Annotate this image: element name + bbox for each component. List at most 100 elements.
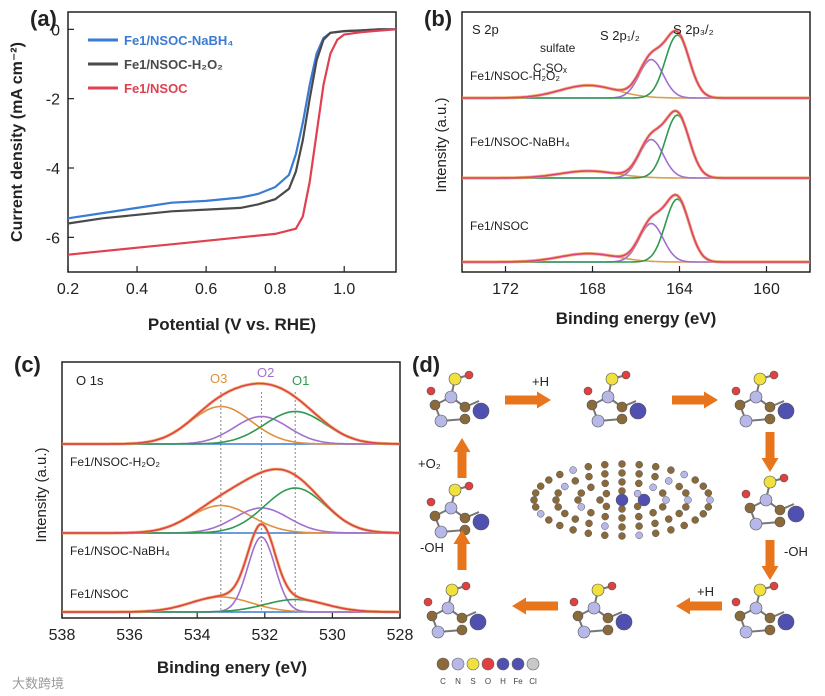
c-sample-label: Fe1/NSOC — [70, 587, 129, 601]
sheet-atom — [531, 503, 540, 511]
step-label-minus-oh-left: -OH — [420, 540, 444, 555]
a-legend-label: Fe1/NSOC-NaBH₄ — [124, 33, 234, 48]
step-label-plus-o2: +O₂ — [418, 456, 441, 471]
legend-atom-swatch — [451, 657, 465, 671]
sheet-atom — [602, 489, 611, 498]
atom-o — [426, 497, 436, 507]
sheet-atom — [536, 482, 545, 490]
a-xtick-label: 0.4 — [126, 281, 148, 298]
sheet-atom — [675, 482, 683, 491]
sheet-atom — [635, 531, 643, 540]
atom-c — [774, 504, 786, 516]
atom-s — [605, 372, 619, 386]
sheet-atom — [651, 472, 659, 481]
panel-c-ylabel: Intensity (a.u.) — [33, 447, 50, 542]
atom-n — [434, 525, 448, 539]
panel-a-ylabel: Current density (mA cm⁻²) — [9, 42, 26, 242]
c-component-O2 — [62, 507, 400, 534]
atom-s — [445, 583, 459, 597]
a-xtick-label: 1.0 — [333, 281, 355, 298]
step-arrow — [672, 391, 718, 409]
molecule-cluster — [569, 581, 633, 639]
atom-fe — [472, 513, 490, 531]
c-sample-label: Fe1/NSOC-NaBH₄ — [70, 544, 170, 558]
panel-b-annot-s2p12: S 2p₁/₂ — [600, 28, 640, 43]
atom-c — [616, 401, 628, 413]
panel-a-legend: Fe1/NSOC-NaBH₄ Fe1/NSOC-H₂O₂ Fe1/NSOC — [88, 33, 234, 96]
sheet-atom — [601, 479, 609, 488]
sheet-atom — [577, 489, 586, 497]
sheet-atom — [571, 477, 580, 485]
a-xtick-label: 0.2 — [57, 281, 79, 298]
sheet-atom — [667, 466, 675, 474]
c-xtick-label: 530 — [319, 627, 346, 644]
legend-atom-swatch — [436, 657, 450, 671]
sheet-atom — [651, 462, 660, 471]
atom-o — [569, 597, 579, 607]
step-arrow — [453, 438, 471, 478]
panel-b-ticks: 172 168 164 160 — [492, 266, 780, 298]
panel-b-spectra: Fe1/NSOC-H₂O₂ Fe1/NSOC-NaBH₄ Fe1/NSOC — [462, 29, 810, 264]
atom-n — [431, 625, 445, 639]
molecule-cluster — [423, 581, 487, 639]
c-xtick-label: 528 — [387, 627, 414, 644]
molecule-cluster — [583, 370, 647, 428]
a-legend-label: Fe1/NSOC — [124, 81, 188, 96]
atom-n — [601, 390, 615, 404]
b-sample-label: Fe1/NSOC-NaBH₄ — [470, 135, 570, 149]
sheet-atom — [584, 462, 593, 471]
graphene-sheet — [530, 460, 714, 540]
sheet-atom — [561, 509, 569, 518]
atom-n — [739, 625, 753, 639]
sheet-atom — [618, 478, 626, 486]
atom-o — [769, 370, 779, 380]
watermark: 大数跨境 — [12, 676, 64, 691]
sheet-atom — [704, 503, 713, 511]
sheet-atom — [649, 508, 657, 517]
sheet-atom — [618, 532, 626, 540]
panel-d-scheme — [423, 370, 805, 639]
sheet-atom — [602, 502, 611, 511]
atom-n — [577, 625, 591, 639]
atom-n — [587, 601, 601, 615]
atom-c — [456, 624, 468, 636]
sheet-atom — [569, 466, 577, 474]
legend-atom-swatch — [481, 657, 495, 671]
sheet-atom — [682, 489, 690, 497]
atom-n — [749, 390, 763, 404]
atom-o — [464, 481, 474, 491]
atom-c — [764, 624, 776, 636]
c-peak-label: O2 — [257, 365, 274, 380]
panel-b-xlabel: Binding energy (eV) — [556, 309, 717, 328]
atom-fe — [472, 402, 490, 420]
atom-n — [441, 601, 455, 615]
sheet-atom-fe — [615, 493, 629, 507]
sheet-atom — [691, 476, 699, 484]
atom-fe — [629, 402, 647, 420]
sheet-atom — [658, 503, 667, 511]
c-fit-envelope — [62, 523, 400, 613]
atom-c — [456, 612, 468, 624]
panel-a-series — [67, 28, 397, 256]
atom-s — [753, 583, 767, 597]
sheet-atom — [596, 496, 604, 504]
legend-atom-swatch — [526, 657, 540, 671]
sheet-atom — [633, 502, 642, 511]
atom-fe — [469, 613, 487, 631]
sheet-atom — [574, 496, 582, 504]
atom-n — [749, 601, 763, 615]
c-fit-envelope — [62, 468, 400, 534]
atom-c — [459, 401, 471, 413]
a-ytick-label: -4 — [46, 161, 60, 178]
atom-c — [602, 612, 614, 624]
sheet-atom — [635, 460, 643, 469]
atom-fe — [615, 613, 633, 631]
molecule-cluster — [426, 370, 490, 428]
b-component-p32 — [462, 34, 810, 99]
sheet-atom — [633, 489, 642, 498]
panel-c-label: (c) — [14, 352, 41, 377]
step-arrow — [761, 432, 779, 472]
sheet-atom — [585, 519, 593, 528]
panel-b-annot-sulfate: sulfate — [540, 41, 576, 55]
